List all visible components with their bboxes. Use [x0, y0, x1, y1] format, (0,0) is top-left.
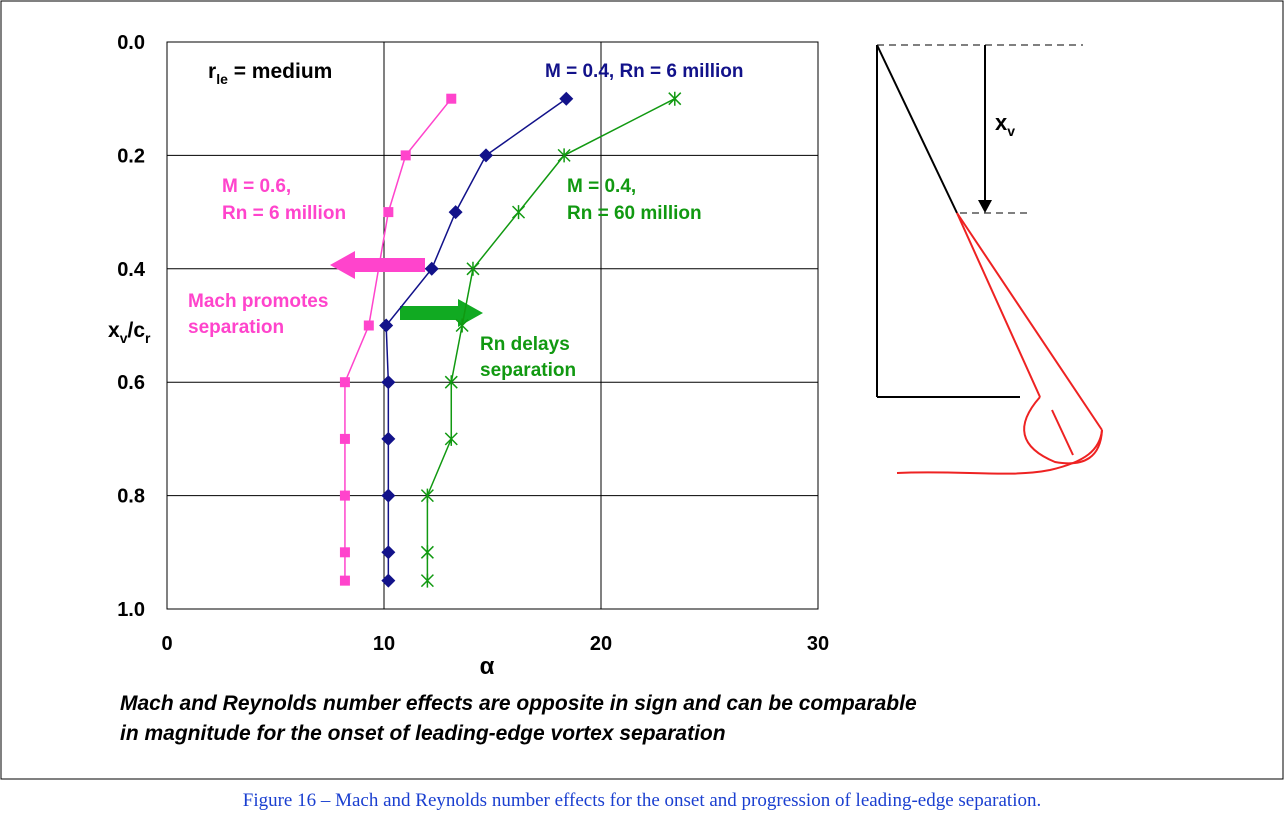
xv-label: xv: [995, 110, 1015, 139]
y-tick-label: 0.8: [117, 486, 145, 508]
data-point: [420, 488, 434, 503]
data-point: [339, 575, 350, 586]
series-label: Rn = 6 million: [222, 203, 346, 224]
leading-edge: [876, 44, 958, 214]
data-point: [381, 375, 396, 390]
data-point: [400, 150, 411, 161]
data-point: [455, 318, 469, 333]
series-label: M = 0.4, Rn = 6 million: [545, 61, 744, 82]
x-tick-label: 20: [590, 633, 612, 655]
data-point: [444, 431, 458, 446]
series-line: [426, 98, 676, 581]
series-line: [344, 98, 452, 581]
hdr-1: r: [208, 60, 216, 83]
annotation: Mach promotes: [188, 291, 328, 312]
annotation: Rn delays: [480, 334, 570, 355]
data-point: [668, 91, 682, 106]
data-point: [339, 490, 350, 501]
data-point: [381, 573, 396, 588]
y-tick-label: 0.4: [117, 259, 146, 281]
ylab-1: x: [108, 319, 120, 342]
data-point: [363, 320, 374, 331]
data-point: [383, 207, 394, 218]
x-tick-label: 30: [807, 633, 829, 655]
y-axis-label: xv/cr: [108, 319, 151, 346]
series-label: M = 0.4,: [567, 176, 636, 197]
data-point: [339, 377, 350, 388]
series-label: Rn = 60 million: [567, 203, 702, 224]
x-axis-label: α: [480, 653, 495, 680]
arrow-left: [330, 251, 425, 279]
arrow-right: [400, 299, 483, 327]
caption-line: Mach and Reynolds number effects are opp…: [120, 692, 917, 715]
data-point: [424, 261, 439, 276]
ylab-4: r: [145, 330, 151, 346]
hdr-2: le: [216, 71, 228, 87]
data-point: [420, 545, 434, 560]
cone-edge-a: [956, 212, 1041, 398]
xv-sub: v: [1007, 123, 1015, 139]
frame: [0, 0, 1284, 780]
series-line: [385, 98, 567, 581]
figure-caption: Figure 16 – Mach and Reynolds number eff…: [243, 790, 1041, 811]
data-point: [381, 488, 396, 503]
y-tick-label: 0.2: [117, 145, 145, 167]
data-point: [512, 205, 526, 220]
arrow-head: [978, 200, 992, 213]
series-label: M = 0.6,: [222, 176, 291, 197]
vortex-tail: [896, 429, 1103, 475]
xv-main: x: [995, 110, 1008, 135]
ylab-3: /c: [127, 319, 145, 342]
x-tick-label: 0: [161, 633, 172, 655]
annotation: separation: [480, 360, 576, 381]
data-point: [446, 93, 457, 104]
x-tick-label: 10: [373, 633, 395, 655]
annotation: separation: [188, 317, 284, 338]
cone-end: [1023, 396, 1103, 465]
hdr-3: = medium: [228, 60, 332, 83]
y-tick-label: 0.6: [117, 372, 145, 394]
data-point: [381, 431, 396, 446]
y-tick-label: 1.0: [117, 599, 145, 621]
data-point: [557, 148, 571, 163]
y-tick-label: 0.0: [117, 32, 145, 54]
ylab-2: v: [120, 330, 128, 346]
data-point: [478, 148, 493, 163]
data-point: [448, 205, 463, 220]
plot-frame: [166, 41, 819, 610]
wing-diagram: xv: [876, 44, 1103, 475]
data-point: [379, 318, 394, 333]
data-point: [420, 573, 434, 588]
data-point: [559, 91, 574, 106]
header-label: rle = medium: [208, 60, 332, 87]
cone-edge-b: [956, 212, 1103, 431]
caption-line: in magnitude for the onset of leading-ed…: [120, 722, 726, 745]
data-point: [339, 547, 350, 558]
data-point: [444, 375, 458, 390]
data-point: [339, 433, 350, 444]
data-point: [381, 545, 396, 560]
cone-inner: [1051, 409, 1074, 456]
data-point: [466, 261, 480, 276]
